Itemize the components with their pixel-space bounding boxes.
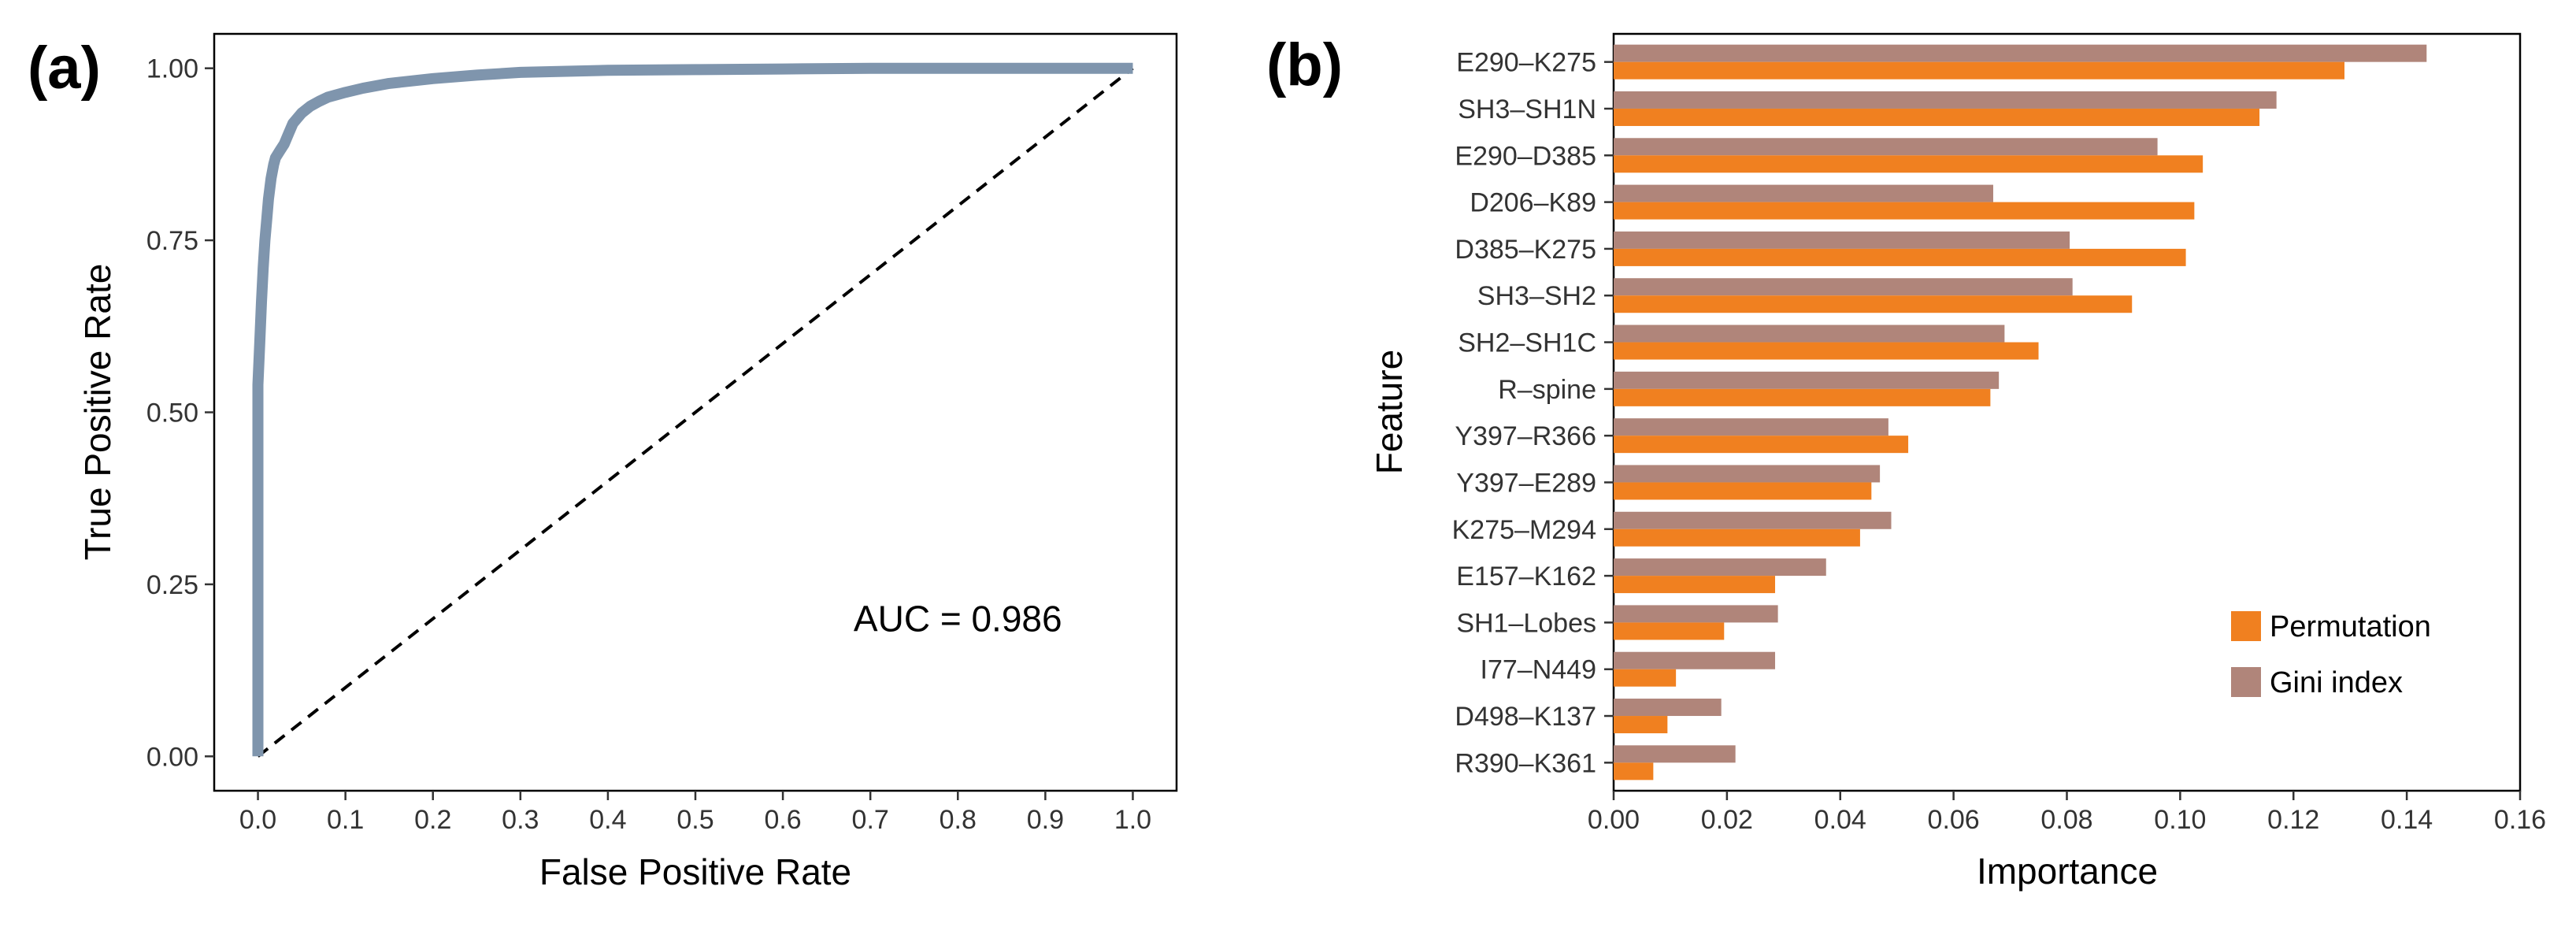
roc-y-tick-label: 0.75 xyxy=(146,226,198,256)
roc-x-axis-title: False Positive Rate xyxy=(539,851,851,892)
bar-gini xyxy=(1614,605,1778,623)
roc-y-tick-label: 0.25 xyxy=(146,570,198,600)
bar-gini xyxy=(1614,558,1826,577)
bar-gini xyxy=(1614,418,1888,436)
importance-chart: 0.00 0.02 0.04 0.06 0.08 0.10 0.12 0.14 0.16 E29… xyxy=(1369,32,2546,892)
bar-gini xyxy=(1614,184,1993,202)
roc-curve-line xyxy=(252,62,1133,757)
importance-x-axis: 0.00 0.02 0.04 0.06 0.08 0.10 0.12 0.14 0.16 xyxy=(1588,791,2546,835)
feature-tick-label: Y397–E289 xyxy=(1456,468,1596,498)
auc-annotation: AUC = 0.986 xyxy=(854,599,1062,640)
bar-gini xyxy=(1614,371,2000,389)
feature-tick-label: I77–N449 xyxy=(1481,655,1596,685)
bar-permutation xyxy=(1614,576,1776,594)
importance-x-tick-label: 0.02 xyxy=(1701,805,1753,835)
importance-y-axis: E290–K275 SH3–SH1N E290–D385 D206–K89 D385–K… xyxy=(1452,48,1614,778)
roc-reference-diagonal xyxy=(257,67,1134,758)
feature-tick-label: SH3–SH1N xyxy=(1458,95,1596,124)
feature-tick-label: D206–K89 xyxy=(1470,188,1596,218)
roc-x-tick-label: 0.5 xyxy=(676,805,713,835)
roc-chart: 0.0 0.1 0.2 0.3 0.4 0.5 0.6 0.7 0.8 0.9 1.0 0.000.… xyxy=(77,32,1178,892)
feature-tick-label: K275–M294 xyxy=(1452,515,1596,545)
importance-x-tick-label: 0.14 xyxy=(2381,805,2433,835)
bar-permutation xyxy=(1614,622,1725,640)
feature-tick-label: Y397–R366 xyxy=(1455,421,1596,451)
importance-x-tick-label: 0.10 xyxy=(2154,805,2206,835)
roc-y-tick-label: 1.00 xyxy=(146,54,198,84)
bar-permutation xyxy=(1614,436,1909,454)
feature-tick-label: SH3–SH2 xyxy=(1477,281,1596,311)
bar-gini xyxy=(1614,91,2277,109)
importance-x-tick-label: 0.08 xyxy=(2040,805,2092,835)
feature-tick-label: E290–D385 xyxy=(1455,141,1596,171)
roc-x-tick-label: 0.7 xyxy=(852,805,889,835)
bar-gini xyxy=(1614,44,2427,62)
feature-tick-label: SH2–SH1C xyxy=(1458,328,1596,358)
bar-permutation xyxy=(1614,295,2133,313)
importance-x-axis-title: Importance xyxy=(1977,851,2158,892)
bar-gini xyxy=(1614,324,2005,343)
feature-tick-label: E157–K162 xyxy=(1456,562,1596,591)
roc-x-tick-label: 0.9 xyxy=(1027,805,1064,835)
legend: Permutation Gini index xyxy=(2231,610,2431,699)
roc-y-axis-title: True Positive Rate xyxy=(77,264,118,561)
bar-permutation xyxy=(1614,248,2186,266)
bar-permutation xyxy=(1614,155,2203,173)
feature-tick-label: R–spine xyxy=(1498,375,1596,405)
bar-permutation xyxy=(1614,528,1860,547)
bar-permutation xyxy=(1614,108,2260,126)
roc-x-tick-label: 0.1 xyxy=(327,805,364,835)
feature-tick-label: E290–K275 xyxy=(1456,48,1596,78)
bar-gini xyxy=(1614,278,2073,296)
importance-bars xyxy=(1614,44,2427,781)
panel-b-label: (b) xyxy=(1266,32,1343,98)
importance-x-tick-label: 0.00 xyxy=(1588,805,1640,835)
roc-x-axis: 0.0 0.1 0.2 0.3 0.4 0.5 0.6 0.7 0.8 0.9 1.0 xyxy=(239,791,1151,835)
bar-permutation xyxy=(1614,202,2195,220)
bar-gini xyxy=(1614,465,1881,483)
bar-permutation xyxy=(1614,716,1668,734)
legend-label-gini: Gini index xyxy=(2270,666,2403,699)
roc-x-tick-label: 0.2 xyxy=(414,805,451,835)
bar-gini xyxy=(1614,511,1892,529)
feature-tick-label: D385–K275 xyxy=(1455,235,1596,265)
roc-y-tick-label: 0.00 xyxy=(146,742,198,772)
feature-tick-label: D498–K137 xyxy=(1455,702,1596,732)
roc-x-tick-label: 0.8 xyxy=(940,805,977,835)
bar-permutation xyxy=(1614,482,1872,500)
roc-y-axis: 0.00 0.25 0.50 0.75 1.00 xyxy=(146,54,214,772)
feature-tick-label: SH1–Lobes xyxy=(1456,608,1596,638)
roc-x-tick-label: 0.3 xyxy=(502,805,539,835)
bar-gini xyxy=(1614,231,2070,249)
bar-gini xyxy=(1614,651,1776,669)
bar-permutation xyxy=(1614,669,1677,687)
legend-label-permutation: Permutation xyxy=(2270,610,2431,643)
roc-x-tick-label: 0.4 xyxy=(589,805,626,835)
bar-permutation xyxy=(1614,388,1991,406)
importance-y-axis-title: Feature xyxy=(1369,350,1410,475)
importance-x-tick-label: 0.16 xyxy=(2494,805,2546,835)
importance-x-tick-label: 0.12 xyxy=(2267,805,2319,835)
roc-x-tick-label: 0.0 xyxy=(239,805,276,835)
bar-permutation xyxy=(1614,61,2344,80)
roc-x-tick-label: 0.6 xyxy=(764,805,801,835)
legend-swatch-permutation xyxy=(2231,611,2261,641)
importance-x-tick-label: 0.04 xyxy=(1814,805,1866,835)
roc-y-tick-label: 0.50 xyxy=(146,399,198,428)
bar-gini xyxy=(1614,699,1722,717)
importance-x-tick-label: 0.06 xyxy=(1928,805,1980,835)
bar-gini xyxy=(1614,745,1736,763)
feature-tick-label: R390–K361 xyxy=(1455,748,1596,778)
bar-gini xyxy=(1614,138,2158,156)
bar-permutation xyxy=(1614,342,2039,360)
roc-x-tick-label: 1.0 xyxy=(1114,805,1151,835)
panel-a-label: (a) xyxy=(28,35,101,102)
legend-swatch-gini xyxy=(2231,667,2261,697)
bar-permutation xyxy=(1614,762,1654,781)
